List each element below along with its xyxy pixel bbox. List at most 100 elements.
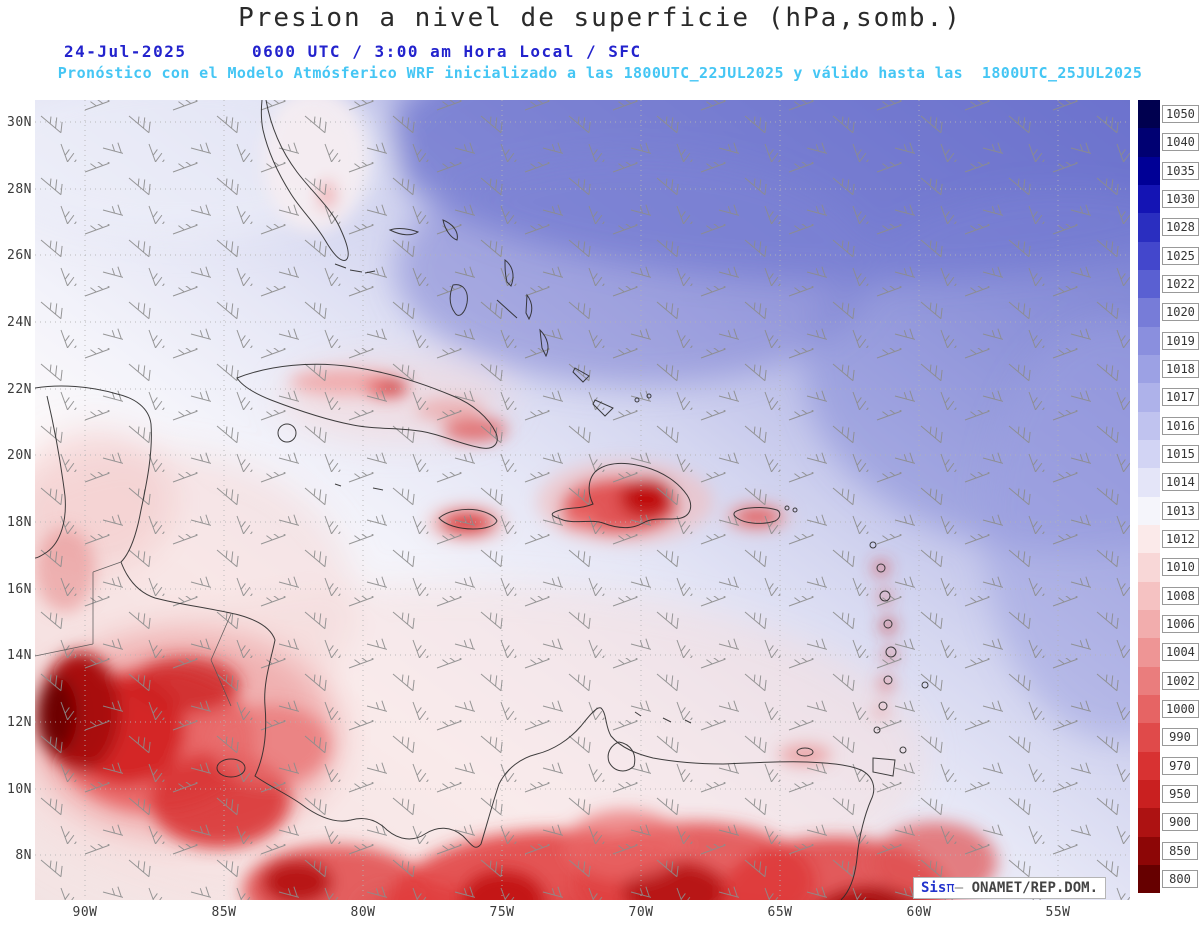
colorbar-swatch bbox=[1138, 298, 1160, 327]
colorbar-swatch bbox=[1138, 524, 1160, 554]
lat-tick-20n: 20N bbox=[7, 448, 32, 463]
colorbar-row: 950 bbox=[1138, 779, 1200, 809]
colorbar-swatch bbox=[1138, 723, 1160, 752]
colorbar-swatch bbox=[1138, 836, 1160, 865]
colorbar-swatch bbox=[1138, 411, 1160, 440]
colorbar-swatch bbox=[1138, 269, 1160, 299]
colorbar-row: 1004 bbox=[1138, 638, 1200, 667]
colorbar-row: 1040 bbox=[1138, 128, 1200, 157]
colorbar-label: 1016 bbox=[1162, 416, 1199, 435]
colorbar-row: 1015 bbox=[1138, 439, 1200, 469]
colorbar-label: 900 bbox=[1162, 813, 1198, 832]
colorbar-row: 1016 bbox=[1138, 411, 1200, 440]
colorbar-swatch bbox=[1138, 468, 1160, 497]
credit-sis: Sis bbox=[921, 880, 947, 896]
pressure-colorbar: 1050 1040 1035 1030 1028 1025 1022 1020 … bbox=[1138, 100, 1200, 894]
colorbar-swatch bbox=[1138, 326, 1160, 355]
colorbar-label: 970 bbox=[1162, 756, 1198, 775]
colorbar-label: 1018 bbox=[1162, 360, 1199, 379]
yucatan-west-coast bbox=[35, 395, 66, 559]
lat-tick-10n: 10N bbox=[7, 782, 32, 797]
lat-tick-28n: 28N bbox=[7, 182, 32, 197]
lon-tick-55w: 55W bbox=[1045, 905, 1071, 920]
lon-tick-70w: 70W bbox=[628, 905, 654, 920]
colorbar-label: 1028 bbox=[1162, 218, 1199, 237]
colorbar-swatch bbox=[1138, 751, 1160, 780]
colorbar-swatch bbox=[1138, 808, 1160, 837]
lat-tick-8n: 8N bbox=[15, 848, 32, 863]
colorbar-row: 990 bbox=[1138, 723, 1200, 752]
colorbar-label: 1017 bbox=[1162, 388, 1199, 407]
model-info-line: Pronóstico con el Modelo Atmósferico WRF… bbox=[57, 64, 1143, 82]
colorbar-swatch bbox=[1138, 100, 1160, 129]
forecast-date: 24-Jul-2025 bbox=[64, 42, 187, 61]
colorbar-row: 1025 bbox=[1138, 241, 1200, 270]
colorbar-label: 1008 bbox=[1162, 586, 1199, 605]
colorbar-label: 1030 bbox=[1162, 190, 1199, 209]
colorbar-row: 1035 bbox=[1138, 156, 1200, 185]
country-borders bbox=[35, 561, 232, 707]
margarita bbox=[796, 747, 814, 757]
colorbar-row: 1019 bbox=[1138, 326, 1200, 355]
colorbar-label: 1022 bbox=[1162, 275, 1199, 294]
colorbar-row: 1008 bbox=[1138, 581, 1200, 610]
colorbar-row: 1012 bbox=[1138, 524, 1200, 554]
hispaniola-coast bbox=[551, 462, 692, 528]
colorbar-swatch bbox=[1138, 553, 1160, 582]
lon-tick-85w: 85W bbox=[211, 905, 237, 920]
colorbar-swatch bbox=[1138, 609, 1160, 639]
colorbar-row: 1020 bbox=[1138, 298, 1200, 327]
lesser-antilles bbox=[869, 541, 929, 754]
colorbar-row: 1002 bbox=[1138, 666, 1200, 695]
colorbar-row: 1028 bbox=[1138, 213, 1200, 242]
lat-tick-24n: 24N bbox=[7, 315, 32, 330]
credit-badge: Sis π – ONAMET/REP.DOM. bbox=[913, 877, 1107, 899]
colorbar-label: 1025 bbox=[1162, 246, 1199, 265]
colorbar-swatch bbox=[1138, 694, 1160, 724]
colorbar-label: 850 bbox=[1162, 841, 1198, 860]
colorbar-label: 1020 bbox=[1162, 303, 1199, 322]
colorbar-label: 800 bbox=[1162, 870, 1198, 889]
abc-islands bbox=[634, 711, 692, 724]
colorbar-label: 1004 bbox=[1162, 643, 1199, 662]
colorbar-swatch bbox=[1138, 666, 1160, 695]
colorbar-swatch bbox=[1138, 128, 1160, 157]
turks-islands bbox=[634, 397, 640, 403]
map-area: Sis π – ONAMET/REP.DOM. bbox=[35, 100, 1130, 900]
bahamas bbox=[388, 219, 614, 417]
florida-keys bbox=[334, 263, 376, 274]
lon-tick-60w: 60W bbox=[906, 905, 932, 920]
colorbar-row: 1017 bbox=[1138, 383, 1200, 412]
colorbar-row: 800 bbox=[1138, 864, 1200, 894]
lon-tick-80w: 80W bbox=[350, 905, 376, 920]
lon-tick-75w: 75W bbox=[489, 905, 515, 920]
lat-tick-14n: 14N bbox=[7, 648, 32, 663]
colorbar-swatch bbox=[1138, 581, 1160, 610]
coastline-layer bbox=[35, 100, 929, 900]
colorbar-label: 1014 bbox=[1162, 473, 1199, 492]
forecast-valid-time: 0600 UTC / 3:00 am Hora Local / SFC bbox=[252, 42, 642, 61]
colorbar-label: 1019 bbox=[1162, 331, 1199, 350]
lat-tick-30n: 30N bbox=[7, 115, 32, 130]
colorbar-row: 1006 bbox=[1138, 609, 1200, 639]
colorbar-row: 1050 bbox=[1138, 100, 1200, 129]
florida-coast bbox=[260, 100, 349, 261]
colorbar-row: 1030 bbox=[1138, 184, 1200, 214]
colorbar-row: 1000 bbox=[1138, 694, 1200, 724]
lon-tick-90w: 90W bbox=[72, 905, 98, 920]
credit-separator: – bbox=[954, 880, 972, 896]
colorbar-swatch bbox=[1138, 496, 1160, 525]
lake-nicaragua bbox=[216, 758, 246, 778]
mainland-coast bbox=[35, 385, 875, 900]
colorbar-swatch bbox=[1138, 383, 1160, 412]
wind-barbs-layer bbox=[35, 100, 1130, 900]
colorbar-label: 1050 bbox=[1162, 105, 1199, 124]
colorbar-swatch bbox=[1138, 779, 1160, 809]
colorbar-label: 1035 bbox=[1162, 161, 1199, 180]
colorbar-swatch bbox=[1138, 241, 1160, 270]
colorbar-swatch bbox=[1138, 156, 1160, 185]
isle-of-youth bbox=[277, 423, 297, 443]
lat-tick-16n: 16N bbox=[7, 582, 32, 597]
colorbar-label: 990 bbox=[1162, 728, 1198, 747]
